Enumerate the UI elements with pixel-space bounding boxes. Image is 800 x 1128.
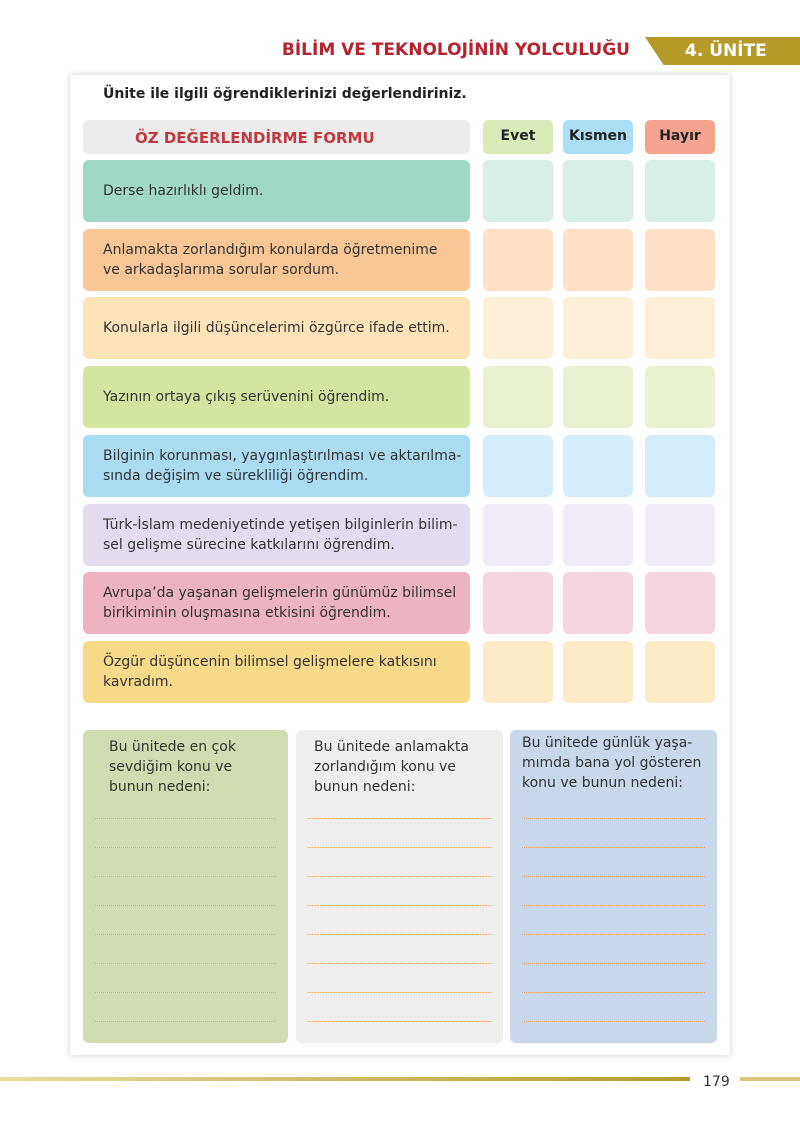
row-text: sel gelişme sürecine katkılarını öğrendi… xyxy=(103,536,395,553)
checkbox xyxy=(483,297,553,360)
checkbox xyxy=(645,503,715,566)
checkbox xyxy=(563,366,633,429)
writing-line xyxy=(308,1021,491,1022)
writing-line xyxy=(522,992,705,993)
box-text: Bu ünitede anlamakta xyxy=(314,739,469,755)
writing-line xyxy=(522,847,705,848)
row-text: birikiminin oluşmasına etkisini öğrendim… xyxy=(103,605,391,622)
instruction: Ünite ile ilgili öğrendiklerinizi değerl… xyxy=(103,86,467,102)
writing-line xyxy=(522,876,705,877)
column-header xyxy=(483,120,553,154)
writing-line xyxy=(308,963,491,964)
row-text: Bilginin korunması, yaygınlaştırılması v… xyxy=(103,447,462,464)
row-text: Derse hazırlıklı geldim. xyxy=(103,183,264,199)
checkbox xyxy=(563,160,633,222)
checkbox xyxy=(563,297,633,360)
checkbox xyxy=(645,160,715,222)
writing-line xyxy=(308,818,491,819)
unit-tab xyxy=(645,37,800,65)
header-title: BİLİM VE TEKNOLOJİNİN YOLCULUĞU xyxy=(281,40,630,60)
writing-line xyxy=(308,992,491,993)
checkbox xyxy=(645,297,715,360)
writing-line xyxy=(308,934,491,935)
box-text: bunun nedeni: xyxy=(314,779,416,795)
row-text: Türk-İslam medeniyetinde yetişen bilginl… xyxy=(103,516,458,533)
checkbox xyxy=(483,503,553,566)
box-text: Bu ünitede günlük yaşa- xyxy=(522,735,693,751)
checkbox xyxy=(563,640,633,703)
checkbox xyxy=(645,228,715,291)
column-header xyxy=(645,120,715,154)
writing-line xyxy=(522,905,705,906)
checkbox xyxy=(483,434,553,497)
row-text: sında değişim ve sürekliliği öğrendim. xyxy=(103,467,369,484)
column-label: Hayır xyxy=(659,128,701,144)
writing-line xyxy=(95,818,276,819)
checkbox xyxy=(563,572,633,635)
row-text: Özgür düşüncenin bilimsel gelişmelere ka… xyxy=(103,653,437,670)
writing-line xyxy=(95,876,276,877)
form-row: Derse hazırlıklı geldim. xyxy=(83,160,470,222)
box-text: konu ve bunun nedeni: xyxy=(522,775,684,791)
row-text: Yazının ortaya çıkış serüvenini öğrendim… xyxy=(103,389,390,406)
checkbox xyxy=(483,572,553,635)
form-row: Anlamakta zorlandığım konularda öğretmen… xyxy=(83,228,470,291)
checkbox xyxy=(563,228,633,291)
form-row: Özgür düşüncenin bilimsel gelişmelere ka… xyxy=(83,640,470,703)
writing-line xyxy=(522,818,705,819)
row-text: ve arkadaşlarıma sorular sordum. xyxy=(103,261,340,278)
checkbox xyxy=(483,160,553,222)
reflection-box: Bu ünitede günlük yaşa-mımda bana yol gö… xyxy=(510,730,717,1043)
checkbox xyxy=(483,640,553,703)
writing-line xyxy=(95,847,276,848)
unit-label: 4. ÜNİTE xyxy=(685,41,767,61)
writing-line xyxy=(95,1021,276,1022)
row-text: Avrupa’da yaşanan gelişmelerin günümüz b… xyxy=(103,585,457,602)
writing-line xyxy=(95,963,276,964)
column-label: Evet xyxy=(500,128,536,144)
writing-line xyxy=(308,876,491,877)
box-text: bunun nedeni: xyxy=(109,779,211,795)
writing-line xyxy=(522,1021,705,1022)
footer-line xyxy=(0,1077,690,1081)
writing-line xyxy=(308,905,491,906)
page-number: 179 xyxy=(703,1074,730,1090)
form-row: Yazının ortaya çıkış serüvenini öğrendim… xyxy=(83,366,470,429)
form-row: Avrupa’da yaşanan gelişmelerin günümüz b… xyxy=(83,572,470,635)
row-text: Anlamakta zorlandığım konularda öğretmen… xyxy=(103,241,438,258)
box-text: Bu ünitede en çok xyxy=(109,739,236,755)
column-header xyxy=(563,120,633,154)
row-text: Konularla ilgili düşüncelerimi özgürce i… xyxy=(103,320,450,337)
reflection-box: Bu ünitede en çok sevdiğim konu ve bunun n… xyxy=(83,730,288,1043)
checkbox xyxy=(483,366,553,429)
row-text: kavradım. xyxy=(103,673,173,690)
form-title-bg xyxy=(83,120,470,154)
writing-line xyxy=(95,992,276,993)
checkbox xyxy=(563,503,633,566)
writing-line xyxy=(95,905,276,906)
checkbox xyxy=(483,228,553,291)
writing-line xyxy=(95,934,276,935)
form-title: ÖZ DEĞERLENDİRME FORMU xyxy=(135,129,375,147)
checkbox xyxy=(645,572,715,635)
form-row: Konularla ilgili düşüncelerimi özgürce i… xyxy=(83,297,470,360)
checkbox xyxy=(645,366,715,429)
box-text: zorlandığım konu ve xyxy=(314,759,456,775)
box-text: sevdiğim konu ve xyxy=(109,759,233,775)
footer-line xyxy=(740,1077,800,1081)
writing-line xyxy=(522,963,705,964)
column-label: Kısmen xyxy=(568,128,628,144)
form-row: Türk-İslam medeniyetinde yetişen bilginl… xyxy=(83,503,470,566)
checkbox xyxy=(645,640,715,703)
box-text: mımda bana yol gösteren xyxy=(522,755,702,771)
writing-line xyxy=(522,934,705,935)
checkbox xyxy=(563,434,633,497)
form-row: Bilginin korunması, yaygınlaştırılması v… xyxy=(83,434,470,497)
checkbox xyxy=(645,434,715,497)
writing-line xyxy=(308,847,491,848)
reflection-box: Bu ünitede anlamakta zorlandığım konu ve b… xyxy=(296,730,503,1043)
